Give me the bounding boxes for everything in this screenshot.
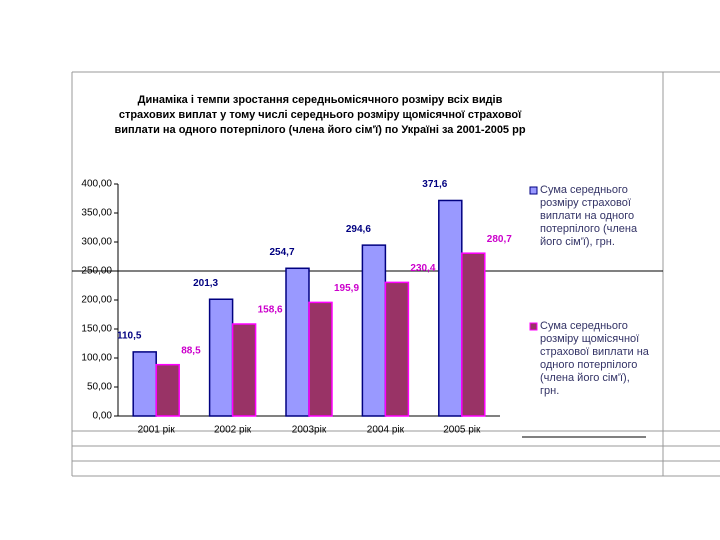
- y-tick-label: 300,00: [81, 237, 112, 248]
- bar: [438, 199, 463, 417]
- y-tick-label: 400,00: [81, 179, 112, 190]
- value-label: 371,6: [422, 179, 447, 190]
- bar: [461, 252, 486, 417]
- x-tick-label: 2005 рік: [443, 425, 481, 436]
- value-label: 158,6: [258, 305, 283, 316]
- y-tick-label: 0,00: [93, 411, 113, 422]
- chart-title: виплати на одного потерпілого (члена йог…: [114, 124, 525, 136]
- y-tick-label: 250,00: [81, 266, 112, 277]
- value-label: 201,3: [193, 278, 218, 289]
- legend-marker: [529, 186, 538, 195]
- y-tick-label: 150,00: [81, 324, 112, 335]
- legend-marker: [529, 322, 538, 331]
- bar: [231, 323, 257, 417]
- bar: [132, 351, 157, 417]
- x-tick-label: 2002 рік: [214, 425, 252, 436]
- x-tick-label: 2003рік: [292, 425, 327, 436]
- y-tick-label: 200,00: [81, 295, 112, 306]
- value-label: 254,7: [269, 247, 294, 258]
- y-tick-label: 50,00: [87, 382, 112, 393]
- y-tick-label: 100,00: [81, 353, 112, 364]
- legend-label: Сума середнього розміру страхової виплат…: [540, 184, 638, 248]
- x-tick-label: 2001 рік: [138, 425, 176, 436]
- value-label: 230,4: [410, 263, 435, 274]
- x-tick-label: 2004 рік: [367, 425, 405, 436]
- bar: [285, 267, 310, 417]
- legend-label: Сума середнього розміру щомісячної страх…: [540, 320, 649, 397]
- bar: [155, 363, 180, 417]
- value-label: 88,5: [181, 345, 201, 356]
- bar: [384, 281, 410, 417]
- bar: [361, 244, 387, 417]
- value-label: 195,9: [334, 283, 359, 294]
- sheet-grid: [71, 71, 720, 477]
- y-tick-label: 350,00: [81, 208, 112, 219]
- chart-title: страхових виплат у тому числі середнього…: [119, 109, 522, 121]
- bar: [308, 301, 333, 417]
- value-label: 280,7: [487, 234, 512, 245]
- value-label: 110,5: [117, 331, 142, 342]
- chart-title: Динаміка і темпи зростання середньомісяч…: [138, 94, 503, 106]
- value-label: 294,6: [346, 224, 371, 235]
- bar: [208, 298, 234, 417]
